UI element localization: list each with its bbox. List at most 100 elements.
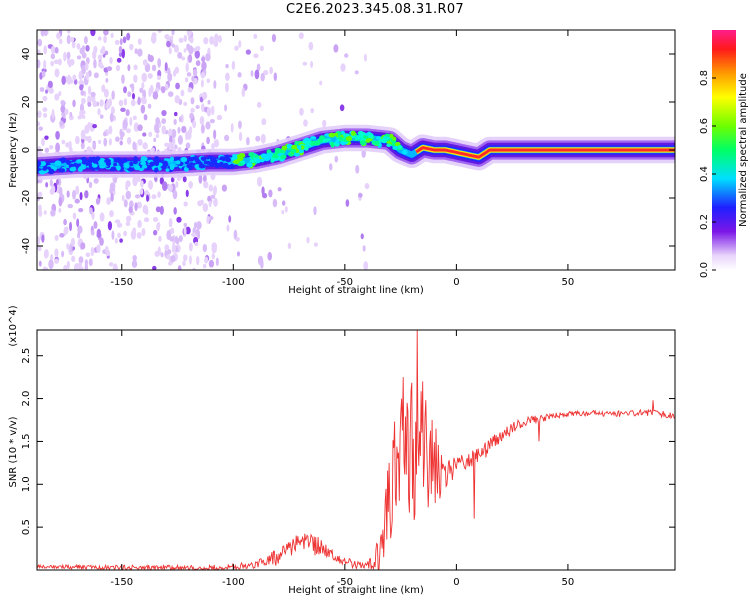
noise-blob	[208, 184, 214, 192]
noise-blob	[170, 255, 176, 263]
noise-blob	[253, 53, 259, 59]
ridge-clump	[132, 160, 138, 165]
noise-blob	[123, 230, 127, 237]
noise-blob	[80, 97, 86, 104]
noise-blob	[123, 86, 127, 94]
noise-blob	[127, 91, 132, 98]
noise-blob	[306, 236, 310, 244]
noise-blob	[110, 32, 114, 39]
noise-blob	[213, 129, 217, 140]
noise-blob	[58, 196, 63, 207]
noise-blob	[192, 267, 196, 270]
ridge-clump	[340, 130, 345, 135]
ridge-clump	[59, 168, 66, 173]
noise-blob	[328, 163, 333, 171]
noise-blob	[183, 201, 188, 207]
noise-blob	[123, 199, 128, 208]
noise-blob	[172, 190, 178, 200]
noise-blob	[97, 108, 101, 116]
noise-blob	[92, 50, 97, 60]
noise-blob	[106, 66, 113, 72]
noise-blob	[99, 237, 104, 246]
noise-blob	[213, 185, 217, 195]
noise-blob	[126, 136, 132, 145]
noise-blob	[259, 45, 264, 52]
noise-blob	[93, 221, 98, 229]
noise-blob	[164, 142, 170, 147]
noise-blob	[44, 135, 49, 140]
noise-blob	[42, 107, 48, 112]
noise-blob	[363, 261, 369, 270]
noise-blob	[108, 98, 113, 107]
noise-blob	[322, 119, 327, 128]
noise-blob	[44, 249, 49, 259]
noise-blob	[192, 120, 197, 129]
noise-blob	[160, 86, 166, 93]
noise-blob	[139, 87, 144, 93]
noise-blob	[344, 53, 349, 58]
noise-blob	[155, 133, 160, 139]
noise-blob	[84, 136, 89, 141]
noise-blob	[250, 70, 254, 77]
ridge-clump	[105, 161, 112, 167]
colorbar-label: Normalized spectral amplitude	[738, 73, 749, 227]
noise-blob	[81, 109, 86, 115]
noise-blob	[106, 197, 111, 205]
noise-blob	[142, 142, 148, 150]
ridge-clump	[124, 163, 130, 169]
noise-blob	[186, 129, 192, 140]
noise-blob	[189, 112, 194, 120]
ridge-clump	[372, 140, 377, 145]
noise-blob	[210, 194, 216, 199]
noise-blob	[200, 124, 205, 134]
noise-blob	[137, 219, 142, 229]
noise-blob	[284, 206, 288, 213]
noise-blob	[206, 216, 210, 224]
x-tick-label: -150	[110, 577, 133, 588]
noise-blob	[66, 34, 71, 45]
noise-blob	[99, 99, 104, 107]
noise-blob	[118, 99, 124, 107]
ridge-clump	[194, 164, 200, 169]
x-tick-label: -100	[222, 277, 245, 288]
noise-blob	[161, 118, 167, 125]
ridge-clump	[382, 137, 389, 141]
ridge-clump	[88, 156, 93, 161]
x-tick-label: 0	[453, 277, 459, 288]
noise-blob	[72, 212, 77, 220]
noise-blob	[157, 75, 161, 80]
ridge-clump	[270, 159, 275, 163]
noise-blob	[110, 106, 115, 115]
ridge-clump	[310, 136, 317, 140]
ridge-clump	[384, 133, 390, 137]
ridge-clump	[328, 132, 336, 138]
noise-blob	[182, 176, 187, 183]
noise-blob	[131, 259, 138, 268]
noise-blob	[195, 105, 200, 110]
noise-blob	[54, 93, 60, 101]
noise-blob	[271, 33, 277, 43]
ridge-clump	[112, 157, 120, 163]
noise-blob	[48, 145, 54, 150]
spectrogram-heatmap	[37, 30, 675, 270]
noise-blob	[68, 140, 72, 151]
noise-blob	[184, 77, 189, 83]
noise-blob	[256, 176, 263, 187]
noise-blob	[56, 32, 61, 40]
noise-blob	[224, 134, 230, 142]
noise-blob	[164, 83, 169, 91]
noise-blob	[133, 122, 139, 132]
noise-blob	[119, 128, 123, 137]
noise-blob	[92, 123, 98, 129]
ridge-clump	[41, 161, 47, 167]
noise-blob	[66, 190, 70, 198]
noise-blob	[137, 38, 142, 45]
noise-blob	[209, 35, 215, 45]
noise-blob	[157, 221, 161, 229]
noise-blob	[188, 54, 193, 63]
noise-blob	[228, 215, 232, 223]
noise-blob	[99, 64, 105, 69]
snr-series-line	[37, 330, 675, 570]
ridge-clump	[225, 157, 232, 163]
noise-blob	[171, 243, 177, 254]
